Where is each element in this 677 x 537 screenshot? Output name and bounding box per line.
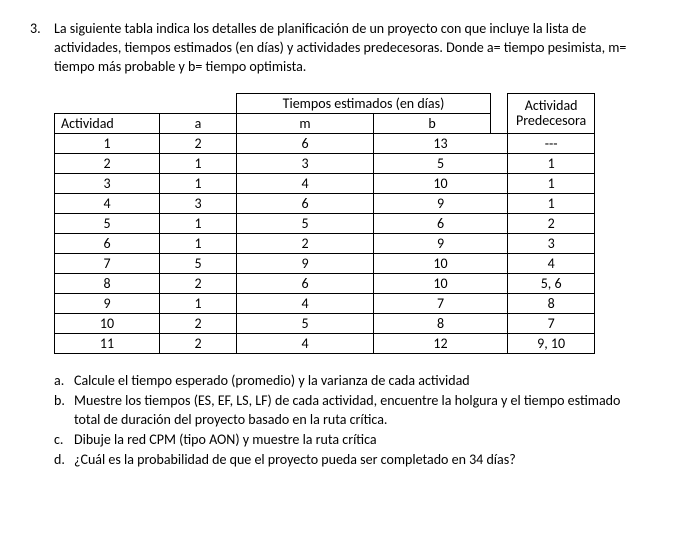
- sub-letter: a.: [54, 372, 74, 391]
- cell-act: 10: [55, 314, 160, 334]
- empty-cell: [491, 93, 508, 113]
- cell-b: 10: [374, 174, 508, 194]
- cell-b: 10: [374, 274, 508, 294]
- table-row: 314101: [55, 174, 595, 194]
- cell-b: 8: [374, 314, 508, 334]
- empty-cell: [55, 93, 160, 113]
- cell-act: 6: [55, 234, 160, 254]
- cell-pred: 1: [508, 174, 595, 194]
- cell-pred: 9, 10: [508, 334, 595, 354]
- cell-a: 2: [160, 134, 237, 154]
- sub-letter: b.: [54, 392, 74, 430]
- cell-b: 10: [374, 254, 508, 274]
- table-row: 21351: [55, 154, 595, 174]
- col-actividad: Actividad: [55, 114, 160, 134]
- cell-pred: 1: [508, 194, 595, 214]
- problem-text: La siguiente tabla indica los detalles d…: [54, 20, 647, 77]
- cell-act: 7: [55, 254, 160, 274]
- problem-number: 3.: [30, 20, 54, 77]
- table-row: 61293: [55, 234, 595, 254]
- sub-letter: d.: [54, 451, 74, 470]
- cell-m: 4: [237, 174, 374, 194]
- cell-a: 1: [160, 294, 237, 314]
- cell-a: 2: [160, 334, 237, 354]
- cell-m: 9: [237, 254, 374, 274]
- cell-m: 6: [237, 194, 374, 214]
- cell-m: 6: [237, 134, 374, 154]
- col-a: a: [160, 114, 237, 134]
- table-row: 1124129, 10: [55, 334, 595, 354]
- table-row: 51562: [55, 214, 595, 234]
- sub-text: ¿Cuál es la probabilidad de que el proye…: [74, 451, 647, 470]
- table-row: 43691: [55, 194, 595, 214]
- sub-item-a: a. Calcule el tiempo esperado (promedio)…: [54, 372, 647, 391]
- sub-text: Dibuje la red CPM (tipo AON) y muestre l…: [74, 431, 647, 450]
- cell-b: 13: [374, 134, 508, 154]
- cell-m: 4: [237, 294, 374, 314]
- cell-act: 1: [55, 134, 160, 154]
- activity-table: Tiempos estimados (en días) Actividad Pr…: [54, 93, 595, 354]
- sub-item-b: b. Muestre los tiempos (ES, EF, LS, LF) …: [54, 392, 647, 430]
- table-row: 12613---: [55, 134, 595, 154]
- cell-pred: 7: [508, 314, 595, 334]
- table-header-group: Tiempos estimados (en días) Actividad Pr…: [55, 93, 595, 113]
- cell-a: 3: [160, 194, 237, 214]
- cell-pred: 5, 6: [508, 274, 595, 294]
- cell-a: 2: [160, 274, 237, 294]
- sub-item-c: c. Dibuje la red CPM (tipo AON) y muestr…: [54, 431, 647, 450]
- cell-act: 9: [55, 294, 160, 314]
- header-tiempos: Tiempos estimados (en días): [237, 93, 491, 113]
- cell-a: 2: [160, 314, 237, 334]
- cell-m: 5: [237, 314, 374, 334]
- sub-text: Calcule el tiempo esperado (promedio) y …: [74, 372, 647, 391]
- cell-b: 7: [374, 294, 508, 314]
- sub-item-d: d. ¿Cuál es la probabilidad de que el pr…: [54, 451, 647, 470]
- sub-text: Muestre los tiempos (ES, EF, LS, LF) de …: [74, 392, 647, 430]
- table-row: 102587: [55, 314, 595, 334]
- cell-act: 2: [55, 154, 160, 174]
- table-row: 826105, 6: [55, 274, 595, 294]
- empty-cell: [491, 114, 508, 134]
- cell-a: 1: [160, 234, 237, 254]
- cell-pred: ---: [508, 134, 595, 154]
- sub-questions: a. Calcule el tiempo esperado (promedio)…: [54, 372, 647, 469]
- cell-pred: 3: [508, 234, 595, 254]
- sub-letter: c.: [54, 431, 74, 450]
- cell-a: 1: [160, 154, 237, 174]
- cell-pred: 4: [508, 254, 595, 274]
- cell-a: 5: [160, 254, 237, 274]
- table-row: 759104: [55, 254, 595, 274]
- cell-pred: 2: [508, 214, 595, 234]
- header-predecesora: Actividad Predecesora: [508, 93, 595, 133]
- cell-a: 1: [160, 214, 237, 234]
- cell-b: 12: [374, 334, 508, 354]
- cell-act: 3: [55, 174, 160, 194]
- problem-statement: 3. La siguiente tabla indica los detalle…: [30, 20, 647, 77]
- col-m: m: [237, 114, 374, 134]
- table-row: 91478: [55, 294, 595, 314]
- cell-b: 9: [374, 234, 508, 254]
- cell-act: 8: [55, 274, 160, 294]
- cell-m: 5: [237, 214, 374, 234]
- cell-act: 4: [55, 194, 160, 214]
- cell-act: 5: [55, 214, 160, 234]
- cell-a: 1: [160, 174, 237, 194]
- cell-pred: 1: [508, 154, 595, 174]
- header-pred-line2: Predecesora: [516, 112, 586, 129]
- header-tiempos-text: Tiempos estimados (en días): [283, 95, 445, 112]
- cell-b: 5: [374, 154, 508, 174]
- cell-m: 4: [237, 334, 374, 354]
- cell-m: 3: [237, 154, 374, 174]
- empty-cell: [160, 93, 237, 113]
- col-b: b: [374, 114, 491, 134]
- cell-pred: 8: [508, 294, 595, 314]
- cell-m: 6: [237, 274, 374, 294]
- cell-b: 9: [374, 194, 508, 214]
- cell-act: 11: [55, 334, 160, 354]
- cell-b: 6: [374, 214, 508, 234]
- cell-m: 2: [237, 234, 374, 254]
